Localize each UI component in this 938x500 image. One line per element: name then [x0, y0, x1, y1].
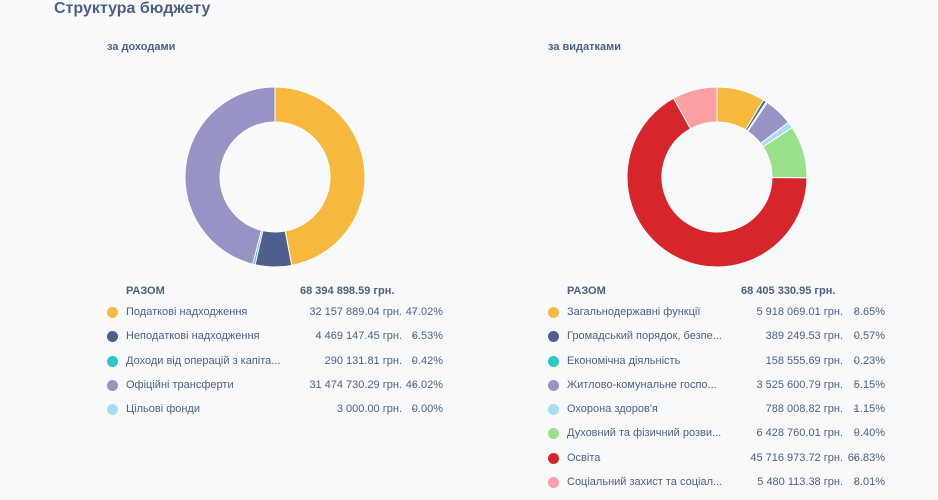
legend-label: Економічна діяльність: [567, 354, 681, 367]
legend-amount: 788 008.82 грн.: [765, 403, 843, 416]
expense-slice-7[interactable]: [672, 86, 718, 130]
income-donut-chart: [184, 86, 366, 268]
expense-donut-chart: [626, 86, 808, 268]
legend-marker-icon: [548, 404, 559, 416]
legend-percent: 1.15%: [853, 403, 885, 416]
income-total-label: РАЗОМ: [126, 285, 165, 297]
legend-percent: 0.42%: [411, 354, 443, 367]
legend-separator: -: [412, 403, 416, 416]
legend-label: Громадський порядок, безпе...: [567, 330, 722, 343]
legend-amount: 45 716 973.72 грн.: [750, 451, 843, 464]
legend-separator: -: [412, 330, 416, 343]
legend-label: Податкові надходження: [126, 306, 248, 318]
legend-percent: 0.23%: [853, 354, 885, 367]
expense-legend-item[interactable]: Соціальний захист та соціал... 5 480 113.…: [441, 471, 885, 495]
income-slice-0[interactable]: [274, 86, 366, 267]
income-legend-item[interactable]: Податкові надходження 32 157 889.04 грн. -…: [0, 301, 443, 325]
legend-percent: 46.02%: [405, 378, 443, 391]
legend-separator: -: [853, 306, 857, 318]
legend-amount: 389 249.53 грн.: [765, 330, 843, 343]
legend-marker-icon: [548, 452, 559, 464]
expense-legend: РАЗОМ 68 405 330.95 грн. Загальнодержавн…: [441, 281, 885, 495]
legend-separator: -: [853, 427, 857, 440]
legend-marker-icon: [548, 355, 559, 367]
legend-separator: -: [412, 354, 416, 367]
legend-marker-icon: [548, 331, 559, 343]
legend-marker-icon: [107, 379, 118, 391]
expense-legend-item[interactable]: Загальнодержавні функції 5 918 069.01 грн…: [441, 301, 885, 325]
legend-amount: 158 555.69 грн.: [765, 354, 843, 367]
income-legend-item[interactable]: Цільові фонди 3 000.00 грн. -0.00%: [0, 398, 443, 422]
legend-amount: 290 131.81 грн.: [324, 354, 402, 367]
legend-label: Цільові фонди: [126, 403, 200, 416]
legend-label: Охорона здоров'я: [567, 403, 658, 416]
legend-percent: 0.57%: [853, 330, 885, 343]
legend-separator: -: [853, 451, 857, 464]
legend-label: Неподаткові надходження: [126, 330, 260, 343]
legend-separator: -: [853, 330, 857, 343]
legend-marker-icon: [107, 404, 118, 416]
income-legend: РАЗОМ 68 394 898.59 грн. Податкові надхо…: [0, 281, 443, 422]
legend-amount: 3 000.00 грн.: [336, 403, 402, 416]
income-legend-item[interactable]: Неподаткові надходження 4 469 147.45 грн.…: [0, 325, 443, 349]
expense-legend-item[interactable]: Духовний та фізичний розви... 6 428 760.0…: [441, 422, 885, 446]
legend-marker-icon: [548, 477, 559, 489]
expense-legend-item[interactable]: Громадський порядок, безпе... 389 249.53 …: [441, 325, 885, 349]
income-legend-item[interactable]: Доходи від операцій з капіта... 290 131.8…: [0, 350, 443, 374]
expense-legend-item[interactable]: Освіта 45 716 973.72 грн. -66.83%: [441, 447, 885, 471]
expense-total-value: 68 405 330.95 грн.: [741, 285, 836, 297]
legend-amount: 32 157 889.04 грн.: [309, 306, 402, 318]
legend-marker-icon: [548, 307, 559, 318]
legend-percent: 47.02%: [405, 306, 443, 318]
expense-slice-6[interactable]: [626, 97, 808, 268]
legend-label: Загальнодержавні функції: [567, 306, 701, 318]
legend-label: Соціальний захист та соціал...: [567, 476, 723, 489]
legend-marker-icon: [548, 428, 559, 440]
income-total-value: 68 394 898.59 грн.: [300, 285, 395, 297]
legend-percent: 5.15%: [853, 378, 885, 391]
legend-label: Освіта: [567, 451, 601, 464]
expense-panel: за видатками РАЗОМ 68 405 330.95 грн. За…: [441, 0, 885, 500]
legend-label: Духовний та фізичний розви...: [567, 427, 722, 440]
income-total-row: РАЗОМ 68 394 898.59 грн.: [0, 281, 420, 301]
income-slice-3[interactable]: [184, 86, 276, 265]
expense-subtitle: за видатками: [548, 41, 622, 53]
legend-percent: 0.00%: [411, 403, 443, 416]
legend-amount: 3 525 600.79 грн.: [756, 378, 843, 391]
income-subtitle: за доходами: [107, 41, 176, 53]
legend-marker-icon: [107, 355, 118, 367]
legend-marker-icon: [107, 331, 118, 343]
legend-amount: 4 469 147.45 грн.: [315, 330, 402, 343]
legend-percent: 66.83%: [847, 451, 885, 464]
legend-amount: 5 480 113.38 грн.: [757, 476, 843, 489]
page-title: Структура бюджету: [54, 0, 211, 17]
legend-amount: 31 474 730.29 грн.: [309, 378, 402, 391]
legend-percent: 9.40%: [853, 427, 885, 440]
legend-separator: -: [412, 306, 416, 318]
legend-percent: 8.01%: [853, 476, 885, 489]
legend-percent: 8.65%: [853, 306, 885, 318]
legend-marker-icon: [548, 379, 559, 391]
legend-amount: 5 918 069.01 грн.: [756, 306, 843, 318]
legend-separator: -: [853, 378, 857, 391]
legend-label: Доходи від операцій з капіта...: [126, 354, 281, 367]
expense-legend-item[interactable]: Економічна діяльність 158 555.69 грн. -0.2…: [441, 350, 885, 374]
legend-label: Житлово-комунальне госпо...: [567, 378, 717, 391]
income-panel: за доходами РАЗОМ 68 394 898.59 грн. Под…: [0, 0, 443, 500]
legend-separator: -: [412, 378, 416, 391]
legend-separator: -: [853, 354, 857, 367]
legend-marker-icon: [107, 307, 118, 318]
legend-label: Офіційні трансферти: [126, 378, 234, 391]
legend-amount: 6 428 760.01 грн.: [756, 427, 843, 440]
legend-percent: 6.53%: [411, 330, 443, 343]
legend-separator: -: [853, 403, 857, 416]
legend-separator: -: [853, 476, 857, 489]
expense-total-row: РАЗОМ 68 405 330.95 грн.: [441, 281, 861, 301]
expense-legend-item[interactable]: Житлово-комунальне госпо... 3 525 600.79 …: [441, 374, 885, 398]
expense-total-label: РАЗОМ: [567, 285, 606, 297]
expense-legend-item[interactable]: Охорона здоров'я 788 008.82 грн. -1.15%: [441, 398, 885, 422]
income-legend-item[interactable]: Офіційні трансферти 31 474 730.29 грн. -46…: [0, 374, 443, 398]
